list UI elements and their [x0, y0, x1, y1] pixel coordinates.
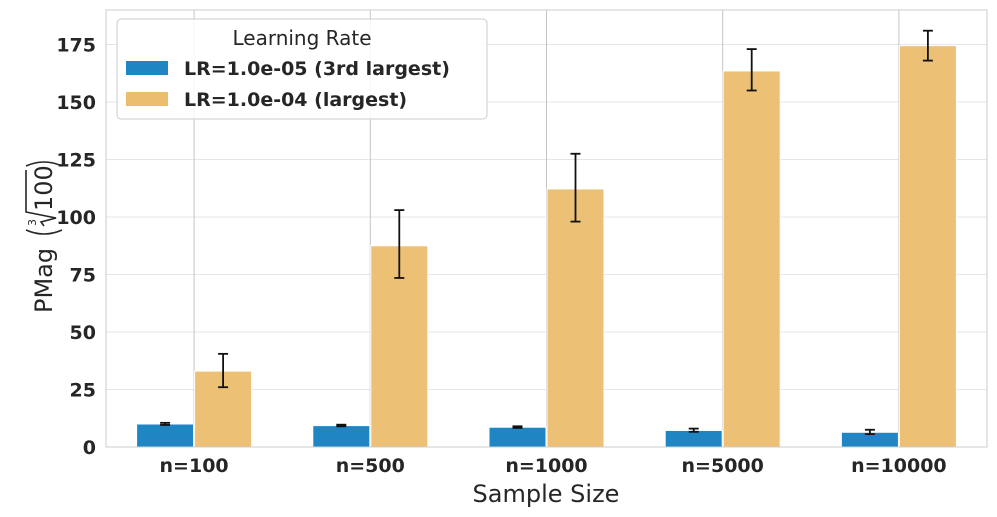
y-tick-75: 75	[70, 265, 96, 287]
y-tick-175: 175	[56, 35, 96, 57]
y-axis-label-text: PMag	[30, 248, 58, 313]
bar-n-500-series-1	[312, 425, 371, 448]
y-tick-labels: 0 25 50 75 100 125 150 175	[56, 35, 96, 460]
y-axis-label-radicand: 100	[30, 165, 58, 211]
y-tick-150: 150	[56, 92, 96, 114]
error-bar-n-1000-series-1	[512, 425, 523, 429]
error-bar-n-100-series-1	[160, 421, 171, 426]
y-tick-50: 50	[70, 322, 96, 344]
y-axis-label-bracket-left	[25, 229, 63, 235]
x-tick-n-1000: n=1000	[505, 455, 587, 477]
error-bar-n-10000-series-1	[864, 428, 875, 436]
error-bar-n-100-series-2	[218, 352, 229, 389]
y-tick-25: 25	[70, 380, 96, 402]
x-tick-n-10000: n=10000	[851, 455, 947, 477]
error-bar-n-500-series-1	[336, 423, 347, 428]
bars	[136, 45, 957, 448]
bar-n-5000-series-1	[664, 429, 723, 448]
bar-n-5000-series-2	[722, 70, 781, 448]
x-tick-labels: n=100 n=500 n=1000 n=5000 n=10000	[160, 455, 947, 477]
legend-swatch-lr-1e-04	[126, 92, 168, 106]
bar-n-100-series-1	[136, 423, 195, 448]
y-axis-label-bracket-right	[25, 161, 63, 167]
error-bars	[160, 29, 933, 436]
error-bar-n-500-series-2	[394, 209, 405, 279]
legend-box	[116, 18, 488, 120]
x-axis-label: Sample Size	[473, 480, 620, 508]
y-axis-label-radical	[25, 170, 57, 227]
error-bar-n-5000-series-1	[688, 427, 699, 433]
x-tick-n-5000: n=5000	[682, 455, 764, 477]
legend-title: Learning Rate	[232, 26, 371, 50]
legend: Learning Rate LR=1.0e-05 (3rd largest) L…	[116, 18, 488, 120]
error-bar-n-1000-series-2	[570, 152, 581, 223]
bar-n-1000-series-1	[488, 426, 547, 448]
bar-n-10000-series-2	[898, 45, 957, 448]
y-axis-label: PMag 3 100	[25, 161, 63, 313]
x-tick-n-500: n=500	[336, 455, 405, 477]
plot-frame	[105, 9, 988, 448]
bar-n-1000-series-2	[546, 188, 605, 448]
bar-n-500-series-2	[370, 245, 429, 448]
legend-label-lr-1e-04: LR=1.0e-04 (largest)	[184, 89, 407, 111]
x-tick-n-100: n=100	[160, 455, 229, 477]
error-bar-n-5000-series-2	[746, 48, 757, 92]
legend-label-lr-1e-05: LR=1.0e-05 (3rd largest)	[184, 58, 450, 80]
y-tick-0: 0	[83, 437, 96, 459]
y-axis-label-root-index: 3	[26, 219, 39, 226]
error-bar-n-10000-series-2	[922, 29, 933, 62]
legend-swatch-lr-1e-05	[126, 61, 168, 75]
y-tick-125: 125	[56, 150, 96, 172]
y-tick-100: 100	[56, 207, 96, 229]
